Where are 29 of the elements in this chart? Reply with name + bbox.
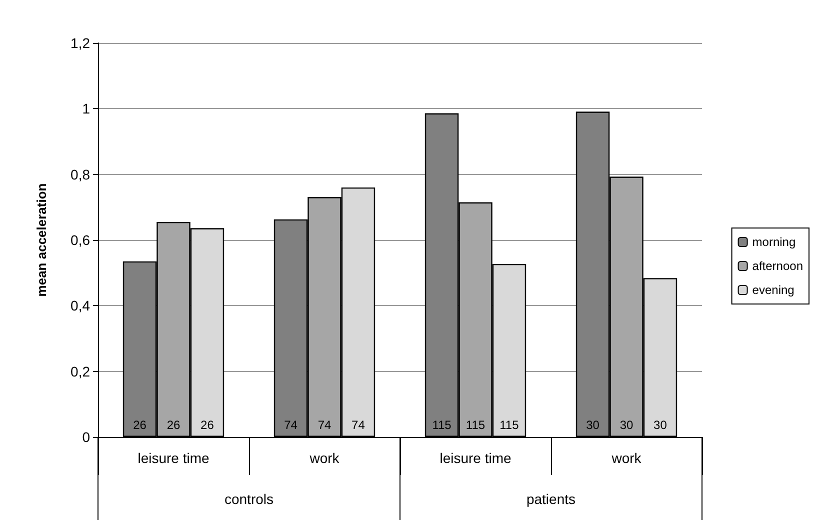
legend-label: evening: [752, 283, 794, 297]
y-tick-label: 0,2: [70, 363, 90, 380]
y-axis-title: mean acceleration: [34, 183, 49, 297]
legend-label: afternoon: [752, 259, 804, 273]
y-tick-label: 0,4: [70, 298, 90, 314]
annotation: 30: [620, 418, 634, 432]
y-tick-label: 0: [82, 429, 90, 445]
annotation: 26: [166, 418, 180, 432]
legend-label: morning: [752, 235, 796, 249]
text: patients: [526, 491, 576, 507]
annotation: 115: [500, 418, 520, 432]
x-tick-label: work: [610, 450, 642, 466]
annotation: 26: [133, 418, 147, 432]
annotation: 115: [466, 418, 486, 432]
x-tick-label: leisure time: [440, 450, 512, 466]
x-tick-label: leisure time: [138, 450, 210, 466]
annotation: 74: [318, 418, 332, 432]
x-tick-label: work: [308, 450, 340, 466]
y-tick-label: 0,8: [70, 166, 90, 182]
y-tick-label: 1,2: [70, 35, 90, 51]
annotation: 115: [432, 418, 452, 432]
annotation: 74: [284, 418, 298, 432]
annotation: 74: [352, 418, 366, 432]
y-tick-label: 1: [82, 100, 90, 117]
annotation: 30: [586, 418, 600, 432]
annotation: 26: [200, 418, 214, 432]
text: controls: [224, 491, 274, 507]
y-tick-label: 0,6: [70, 232, 90, 248]
annotation: 30: [654, 418, 668, 432]
